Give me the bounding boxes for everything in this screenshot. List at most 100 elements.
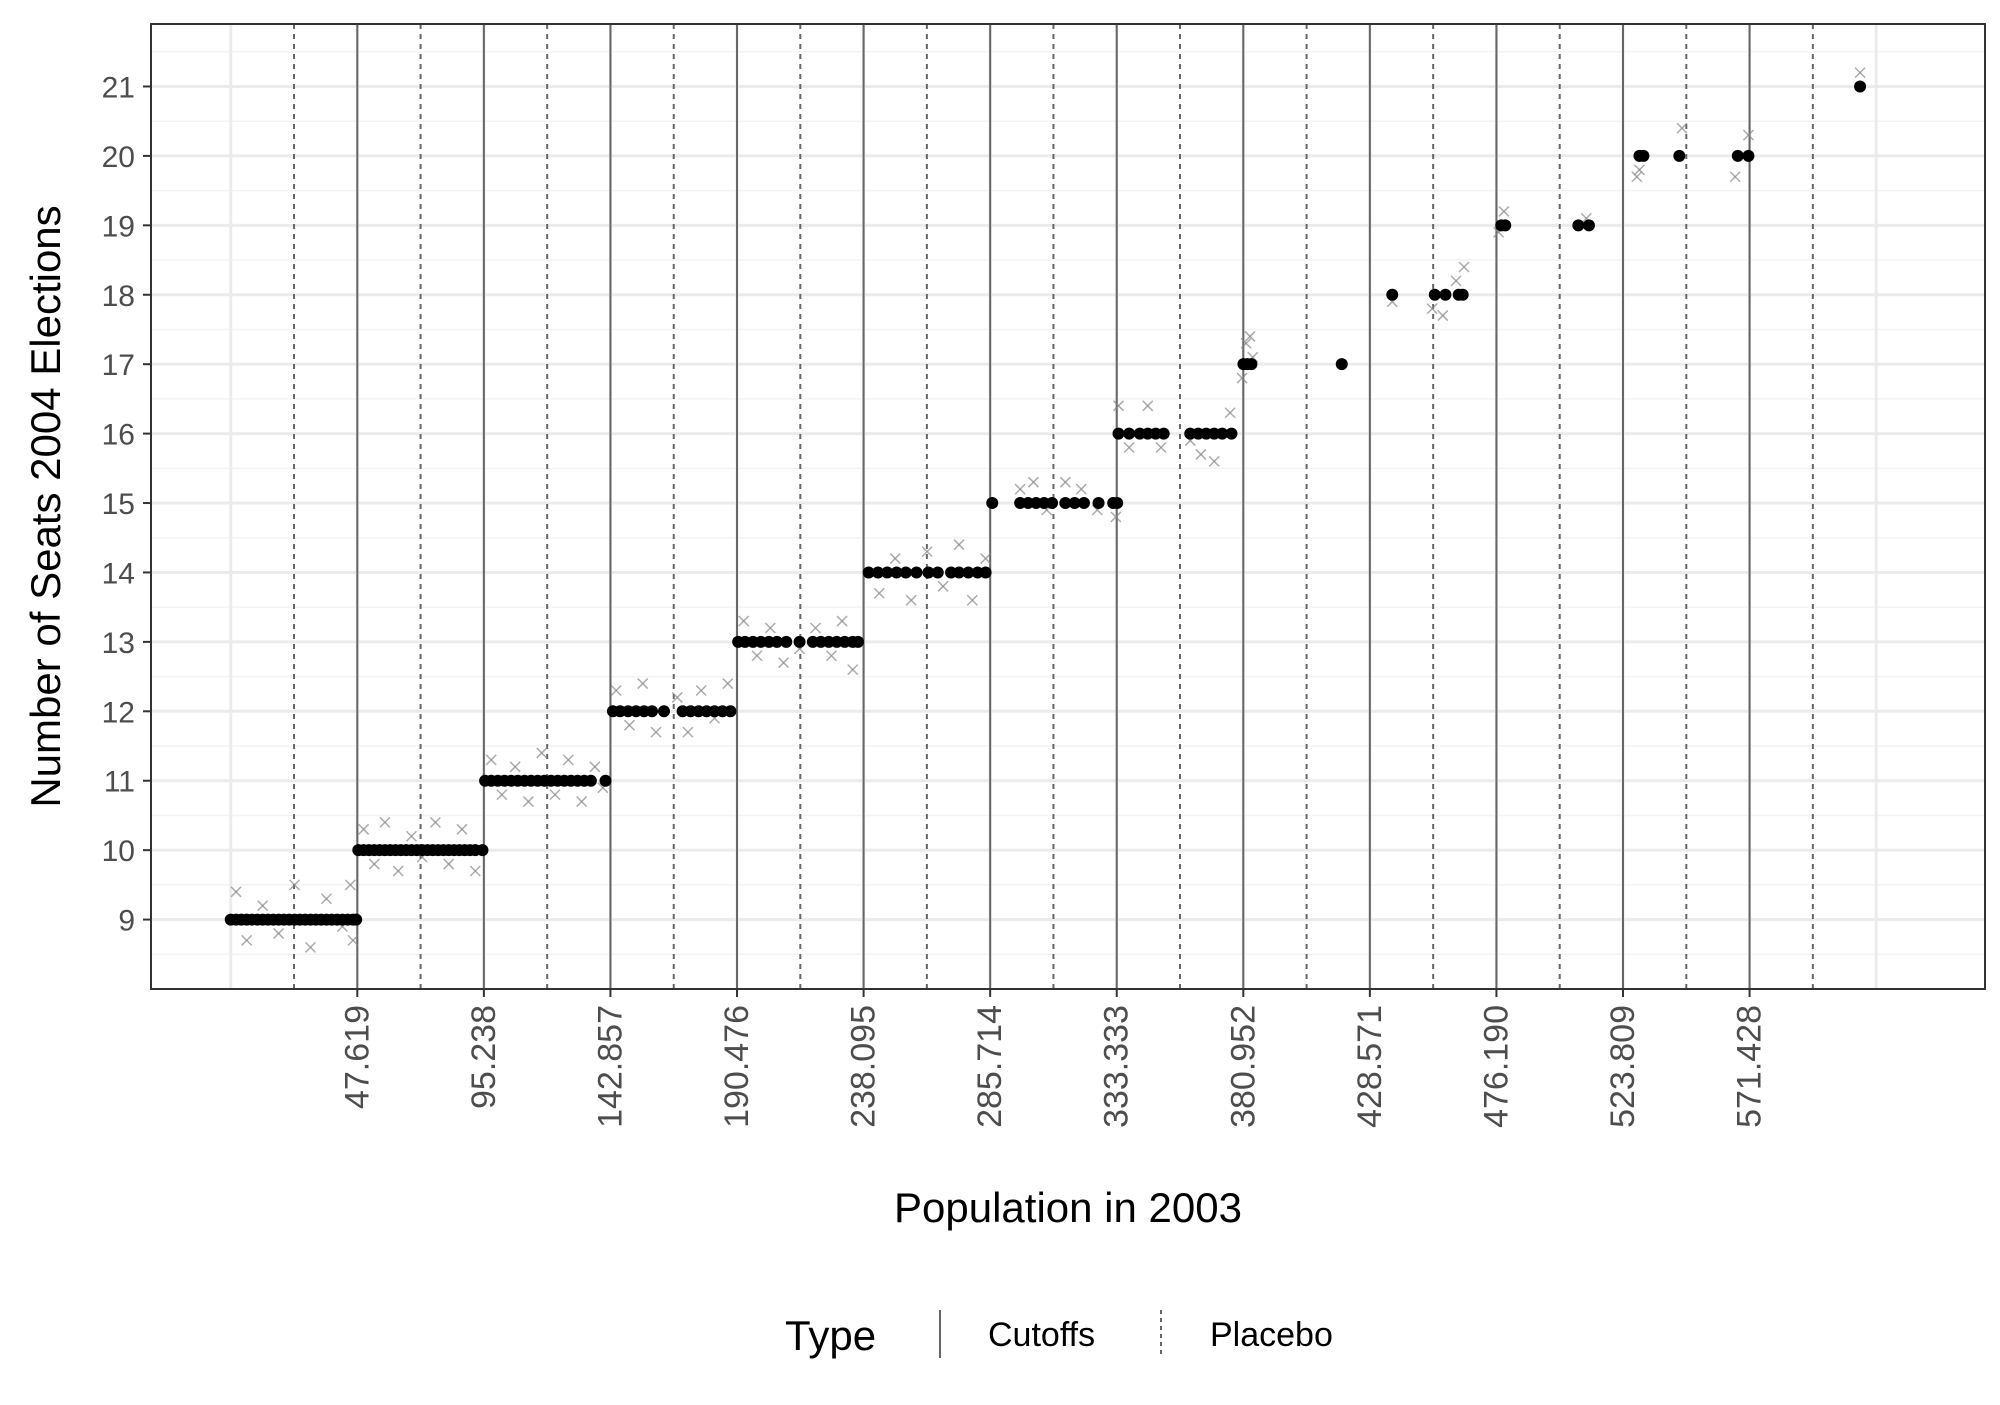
placebo-point xyxy=(273,927,285,939)
placebo-point xyxy=(1426,303,1438,315)
x-tick-label: 142.857 xyxy=(591,1005,629,1128)
data-point xyxy=(979,566,992,579)
placebo-point-stroke xyxy=(358,823,370,835)
placebo-point-stroke xyxy=(610,684,622,697)
data-point xyxy=(953,566,966,579)
placebo-point-stroke xyxy=(1110,511,1122,523)
placebo-point xyxy=(549,789,561,801)
data-point xyxy=(1068,497,1081,510)
placebo-point xyxy=(873,587,885,599)
placebo-point xyxy=(980,553,992,565)
data-point xyxy=(1673,149,1686,162)
placebo-point xyxy=(889,553,901,565)
placebo-point xyxy=(966,594,978,606)
placebo-point-stroke xyxy=(650,726,662,738)
placebo-point xyxy=(347,934,359,946)
placebo-point xyxy=(1014,483,1026,495)
placebo-point-stroke xyxy=(623,719,635,731)
placebo-point xyxy=(1142,400,1154,412)
data-point xyxy=(862,566,875,579)
placebo-point-stroke xyxy=(344,879,356,891)
data-point xyxy=(1428,288,1441,301)
placebo-point-stroke xyxy=(368,858,380,870)
data-point xyxy=(1092,497,1105,510)
placebo-point xyxy=(304,941,317,953)
placebo-point-stroke xyxy=(764,622,776,634)
data-point xyxy=(962,566,975,579)
placebo-point xyxy=(1110,511,1122,523)
placebo-point xyxy=(695,684,707,697)
placebo-point xyxy=(637,678,649,690)
x-tick-label: 333.333 xyxy=(1098,1005,1136,1128)
placebo-point-stroke xyxy=(1631,171,1643,183)
y-tick-label: 9 xyxy=(118,905,135,938)
placebo-point xyxy=(358,823,370,835)
placebo-point xyxy=(496,789,508,801)
placebo-point xyxy=(738,615,750,627)
data-point xyxy=(476,844,489,857)
placebo-point-stroke xyxy=(1676,122,1688,134)
placebo-point xyxy=(1208,455,1220,467)
data-point xyxy=(899,566,912,579)
data-point xyxy=(793,635,806,648)
data-point xyxy=(1742,149,1755,162)
placebo-point xyxy=(320,893,332,905)
placebo-point-stroke xyxy=(1155,441,1167,454)
y-tick-label: 20 xyxy=(102,141,135,174)
x-tick-label: 95.238 xyxy=(465,1005,503,1109)
placebo-point-stroke xyxy=(1742,129,1754,141)
placebo-point-stroke xyxy=(1224,407,1236,419)
placebo-point xyxy=(257,900,269,912)
x-tick-label: 476.190 xyxy=(1477,1005,1515,1128)
placebo-point-stroke xyxy=(589,761,601,773)
data-points-layer xyxy=(224,80,1867,926)
placebo-point xyxy=(778,657,790,669)
placebo-point-stroke xyxy=(1458,261,1470,273)
data-point xyxy=(1572,219,1585,232)
cutoff-lines-layer xyxy=(293,24,1814,989)
placebo-point-stroke xyxy=(1729,171,1741,183)
placebo-point xyxy=(1458,261,1470,273)
data-point xyxy=(1456,288,1469,301)
placebo-point-stroke xyxy=(1854,67,1866,79)
placebo-point-stroke xyxy=(1450,275,1462,287)
placebo-point-stroke xyxy=(778,657,790,669)
placebo-point xyxy=(509,761,521,773)
placebo-point xyxy=(289,879,301,891)
data-point xyxy=(1157,427,1170,440)
placebo-point xyxy=(1240,337,1252,349)
placebo-point-stroke xyxy=(1426,303,1438,315)
placebo-point xyxy=(905,594,917,606)
placebo-point xyxy=(1498,205,1510,217)
x-tick-label: 428.571 xyxy=(1351,1005,1389,1128)
placebo-point xyxy=(1195,448,1207,460)
data-point xyxy=(1386,288,1399,301)
placebo-point-stroke xyxy=(1244,330,1256,342)
data-point xyxy=(770,635,783,648)
placebo-point-stroke xyxy=(509,761,521,773)
data-point xyxy=(780,635,793,648)
x-tick-label: 523.809 xyxy=(1604,1005,1642,1128)
placebo-point xyxy=(836,615,848,627)
data-point xyxy=(1335,358,1348,371)
placebo-point-stroke xyxy=(836,615,848,627)
placebo-point xyxy=(392,865,404,877)
placebo-point-stroke xyxy=(1633,164,1645,176)
placebo-point xyxy=(536,747,548,759)
placebo-point-stroke xyxy=(682,726,694,738)
placebo-points-layer xyxy=(230,67,1866,953)
placebo-point-stroke xyxy=(722,678,734,690)
y-tick-label: 21 xyxy=(102,71,135,104)
placebo-point-stroke xyxy=(1437,310,1449,322)
placebo-point xyxy=(722,678,734,690)
placebo-point xyxy=(921,546,933,558)
placebo-point xyxy=(751,650,763,662)
placebo-point xyxy=(847,664,859,676)
x-axis-label: Population in 2003 xyxy=(894,1184,1242,1231)
legend-label-placebo: Placebo xyxy=(1210,1316,1333,1354)
placebo-point xyxy=(1742,129,1754,141)
placebo-point-stroke xyxy=(1240,337,1252,349)
placebo-point-stroke xyxy=(937,580,949,592)
placebo-point xyxy=(589,761,601,773)
placebo-point xyxy=(522,796,534,808)
